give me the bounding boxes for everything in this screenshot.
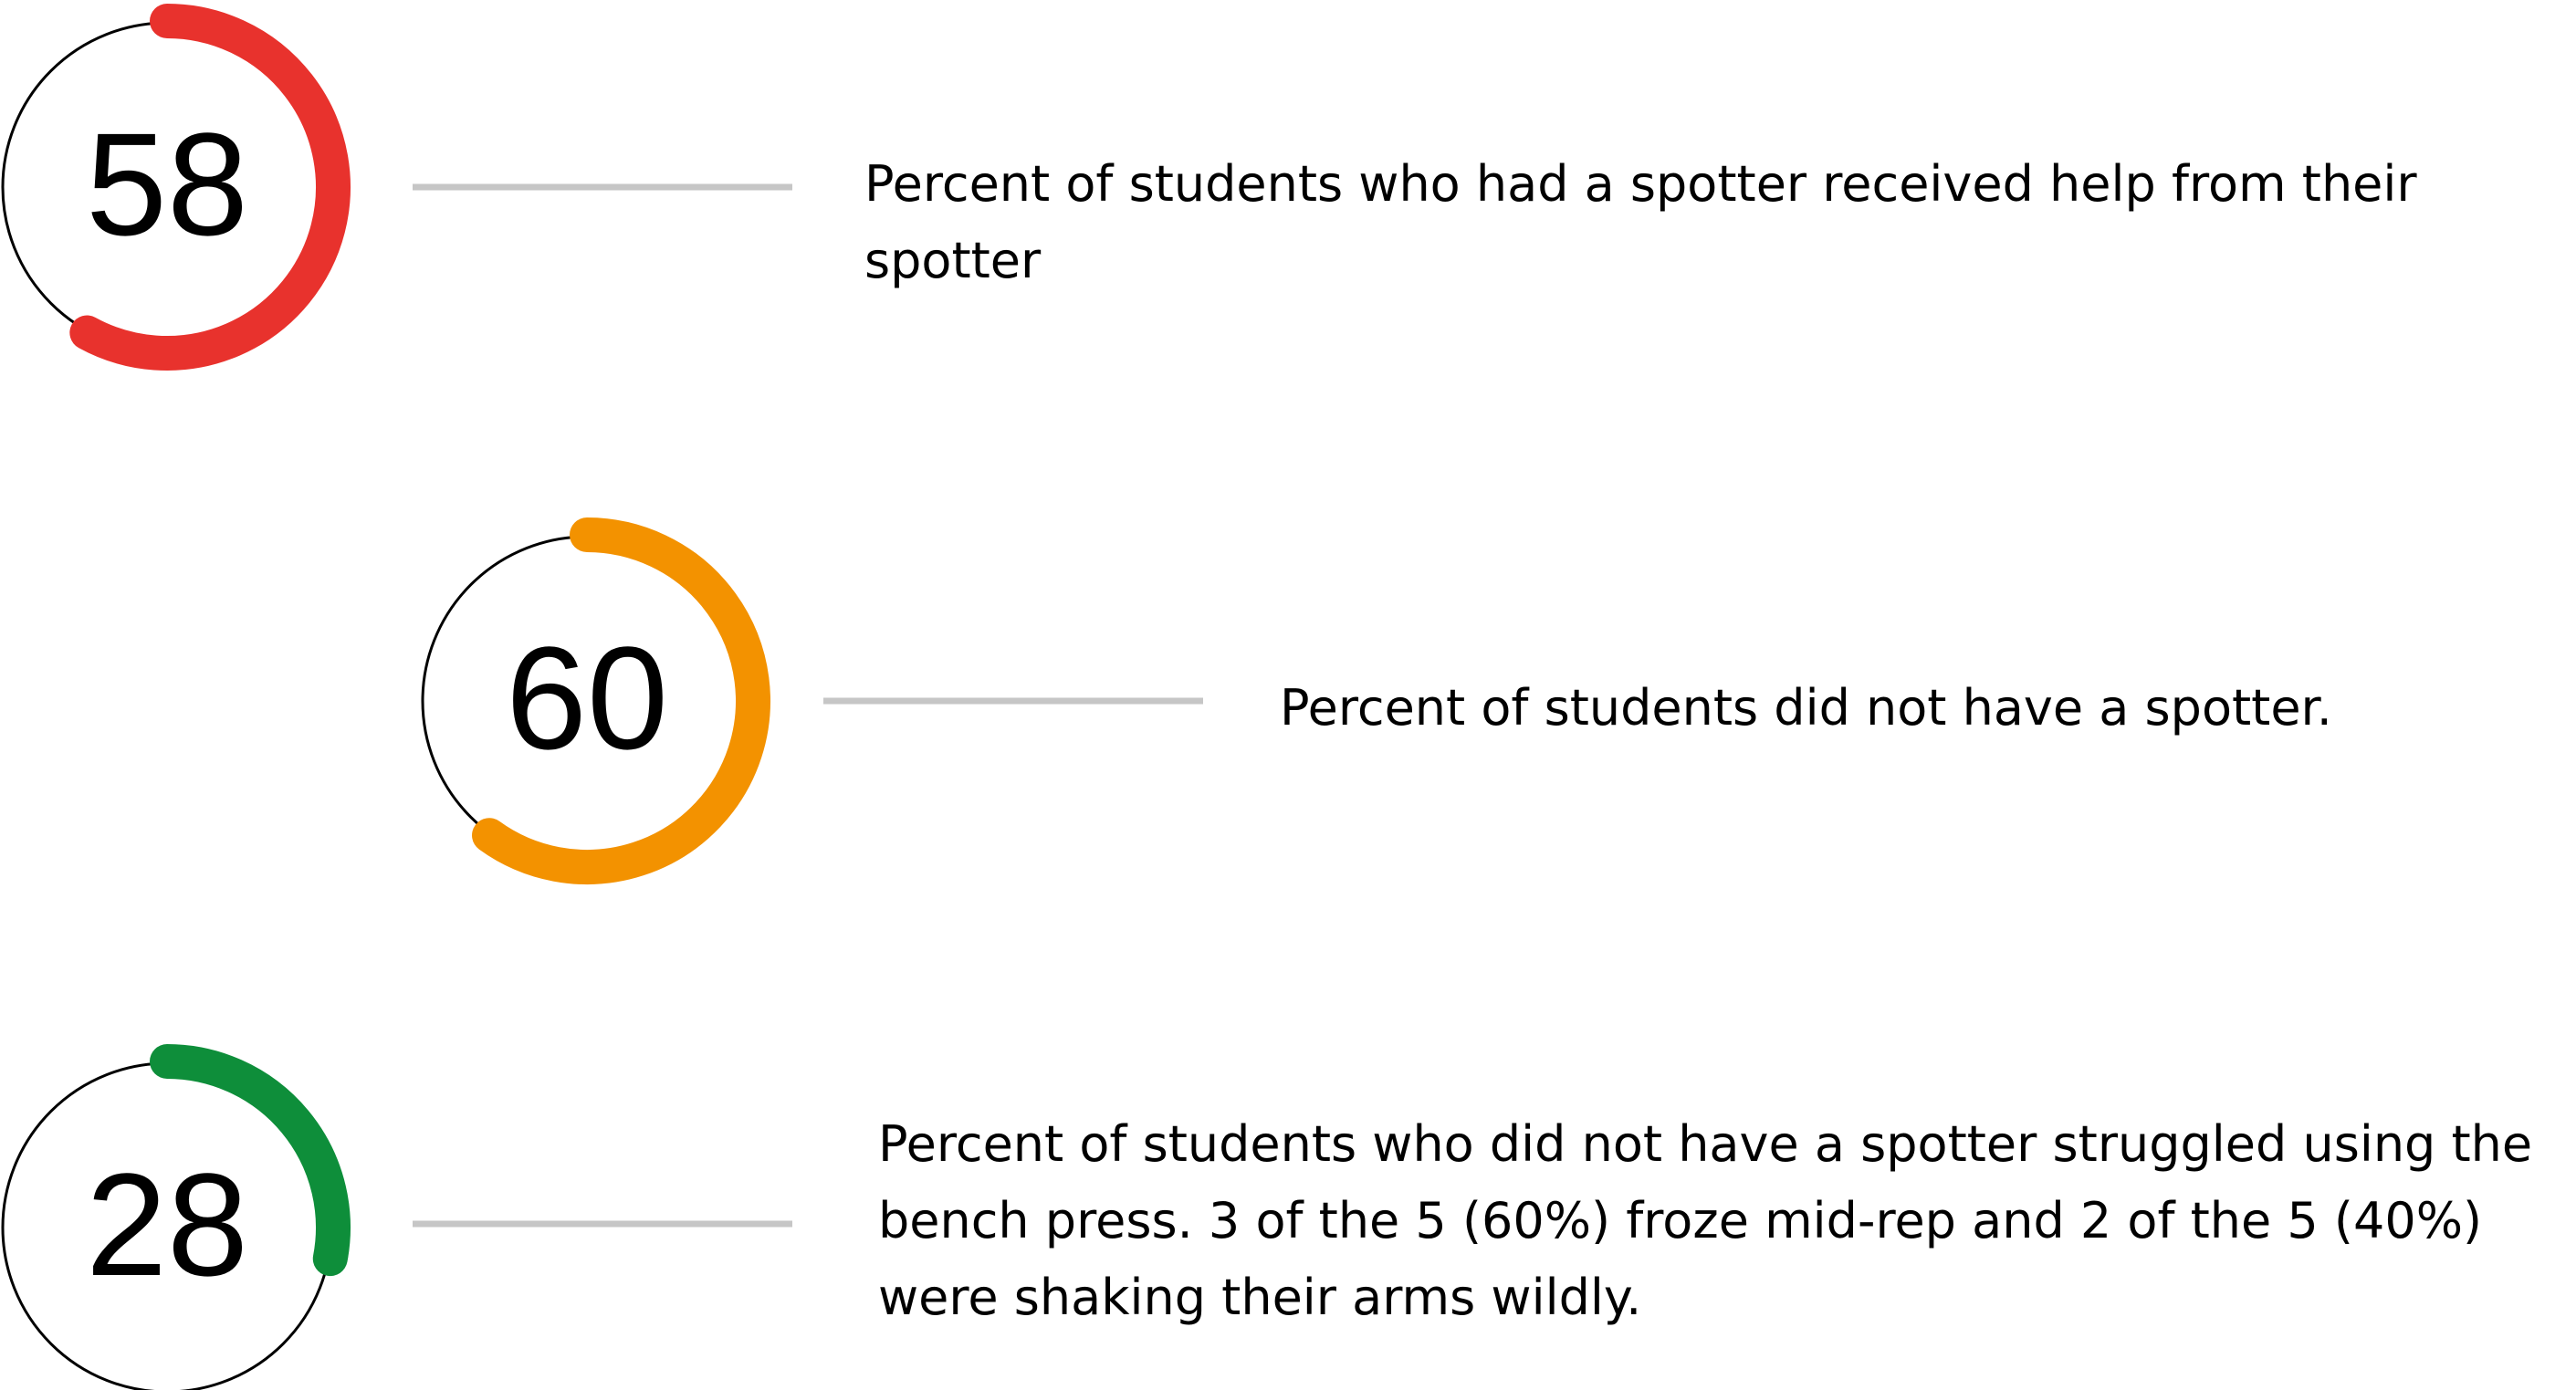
gauge-value-2: 60 (506, 616, 668, 779)
stat-label-2: Percent of students did not have a spott… (1280, 679, 2332, 737)
gauge-arc-3 (150, 1044, 351, 1277)
gauge-arc-2 (472, 517, 770, 884)
stat-label-1: Percent of students who had a spotter re… (864, 155, 2417, 289)
stat-label-3: Percent of students who did not have a s… (878, 1115, 2533, 1326)
gauge-arc-1 (69, 4, 351, 371)
gauge-value-1: 58 (86, 102, 248, 266)
gauge-value-3: 28 (86, 1143, 248, 1306)
